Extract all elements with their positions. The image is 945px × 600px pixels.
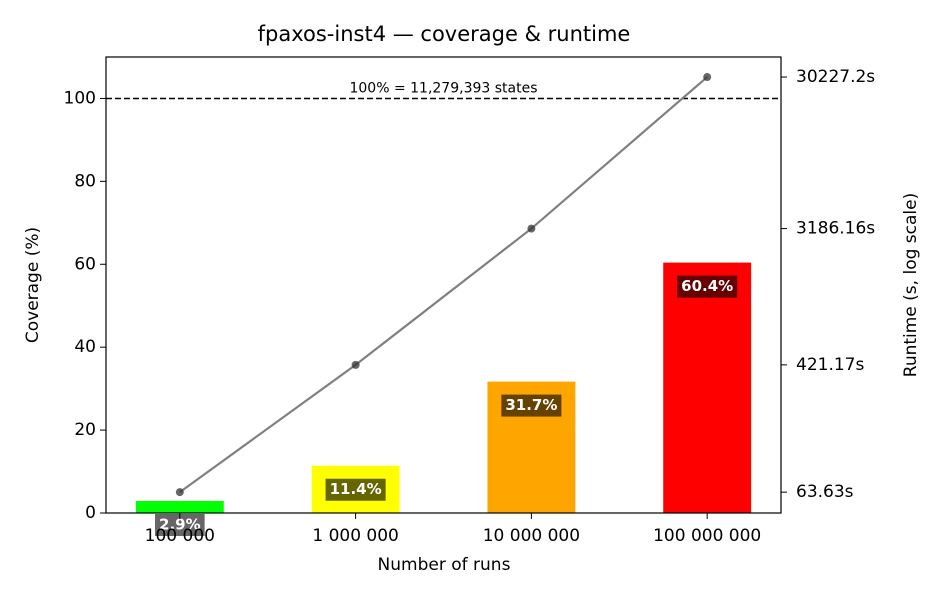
bar [663, 262, 752, 513]
y-tick-label: 0 [85, 503, 96, 523]
value-label-bg [155, 513, 205, 536]
runtime-point [703, 73, 712, 82]
reference-label: 100% = 11,279,393 states [349, 80, 537, 96]
value-label-bg [501, 394, 562, 417]
y2-tick-label: 30227.2s [796, 67, 875, 87]
plot-frame [105, 56, 782, 514]
y-axis-label: Coverage (%) [23, 227, 43, 343]
y-tick-label: 60 [74, 254, 96, 274]
value-label: 60.4% [681, 277, 733, 295]
runtime-point [351, 360, 360, 369]
chart-title: fpaxos-inst4 — coverage & runtime [258, 22, 631, 46]
x-tick-label: 1 000 000 [312, 526, 399, 546]
value-label: 31.7% [505, 396, 557, 414]
y2-tick-label: 3186.16s [796, 219, 875, 239]
y-tick-label: 100 [64, 88, 96, 108]
value-label-bg [677, 275, 738, 298]
runtime-point [175, 488, 184, 497]
y2-tick-label: 63.63s [796, 482, 854, 502]
x-tick-label: 10 000 000 [483, 526, 580, 546]
x-axis-label: Number of runs [378, 555, 511, 575]
value-label: 2.9% [159, 515, 201, 533]
runtime-line [179, 76, 708, 494]
value-label: 11.4% [330, 480, 382, 498]
x-tick-label: 100 000 [145, 526, 215, 546]
y2-tick-label: 421.17s [796, 355, 864, 375]
value-label-bg [325, 478, 386, 501]
y-tick-label: 20 [74, 420, 96, 440]
runtime-point [527, 224, 536, 233]
y2-axis-label: Runtime (s, log scale) [901, 193, 921, 377]
y-tick-label: 80 [74, 171, 96, 191]
y-tick-label: 40 [74, 337, 96, 357]
x-tick-label: 100 000 000 [653, 526, 761, 546]
bar [135, 500, 224, 513]
